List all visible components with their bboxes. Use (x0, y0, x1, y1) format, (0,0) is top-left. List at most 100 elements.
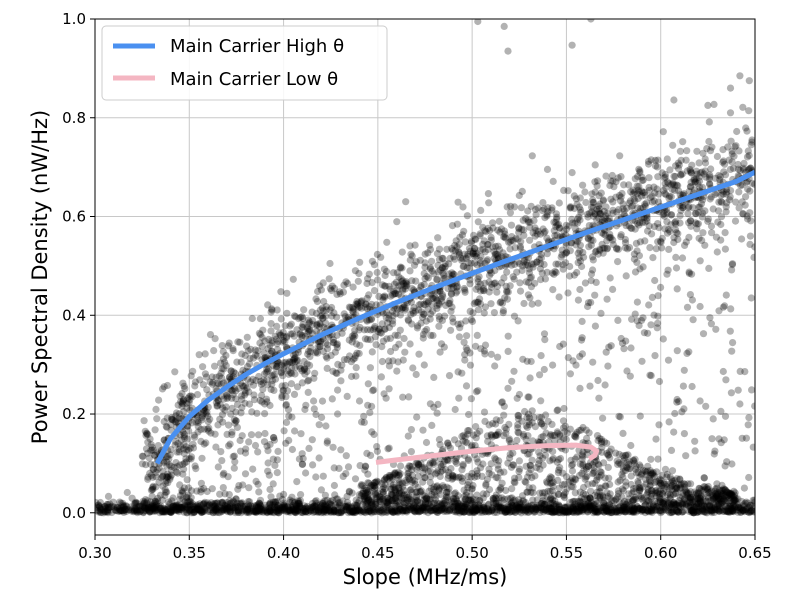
scatter-point (131, 504, 139, 513)
scatter-point (125, 506, 133, 514)
scatter-point (173, 501, 181, 509)
scatter-point (692, 507, 700, 515)
scatter-point (674, 182, 682, 190)
scatter-point (332, 507, 340, 515)
scatter-point (724, 507, 732, 515)
scatter-point (330, 508, 338, 516)
scatter-point (464, 455, 472, 463)
scatter-point (591, 188, 599, 196)
scatter-point (370, 287, 379, 295)
scatter-point (223, 505, 231, 513)
scatter-point (162, 508, 170, 516)
scatter-point (473, 505, 481, 513)
scatter-point (540, 501, 548, 509)
scatter-point (147, 498, 155, 506)
scatter-point (515, 467, 523, 475)
scatter-point (600, 502, 608, 510)
scatter-point (593, 503, 601, 511)
scatter-point (617, 231, 625, 239)
scatter-point (555, 508, 563, 516)
scatter-point (713, 248, 721, 256)
scatter-point (711, 505, 720, 514)
scatter-point (321, 505, 329, 513)
scatter-point (104, 500, 112, 508)
scatter-point (438, 505, 446, 513)
scatter-point (642, 506, 650, 514)
scatter-point (462, 501, 470, 509)
scatter-point (671, 501, 679, 509)
scatter-point (312, 309, 321, 317)
scatter-point (273, 469, 281, 477)
scatter-point (565, 508, 573, 516)
scatter-point (121, 506, 129, 514)
scatter-point (290, 390, 299, 398)
scatter-point (323, 502, 331, 510)
scatter-point (654, 312, 662, 320)
scatter-point (226, 508, 234, 516)
scatter-point (726, 507, 734, 515)
scatter-point (225, 339, 233, 347)
scatter-point (315, 508, 324, 516)
scatter-point (681, 499, 689, 507)
scatter-point (251, 506, 259, 514)
scatter-point (411, 480, 419, 488)
scatter-point (645, 508, 653, 516)
scatter-point (534, 504, 543, 512)
scatter-point (151, 497, 160, 505)
scatter-point (413, 507, 421, 515)
scatter-point (566, 498, 574, 506)
scatter-point (662, 480, 671, 489)
scatter-point (700, 503, 708, 511)
scatter-point (387, 505, 395, 513)
scatter-point (739, 506, 747, 515)
scatter-point (551, 507, 559, 515)
scatter-point (727, 502, 735, 510)
scatter-point (695, 159, 703, 167)
scatter-point (435, 245, 444, 253)
scatter-point (582, 198, 590, 207)
scatter-point (565, 506, 573, 514)
scatter-point (706, 502, 714, 511)
scatter-point (537, 397, 545, 405)
scatter-point (289, 275, 297, 283)
scatter-point (161, 491, 169, 499)
scatter-point (444, 439, 452, 447)
scatter-point (696, 508, 704, 516)
scatter-point (555, 506, 563, 514)
scatter-point (539, 505, 547, 513)
scatter-point (337, 508, 345, 516)
scatter-point (169, 503, 177, 511)
scatter-point (562, 508, 570, 516)
scatter-point (516, 503, 524, 511)
scatter-point (736, 367, 744, 375)
scatter-point (161, 506, 169, 514)
scatter-point (231, 508, 239, 517)
scatter-point (699, 505, 707, 513)
scatter-point (579, 506, 587, 514)
scatter-point (485, 507, 493, 516)
scatter-point (708, 507, 716, 515)
scatter-point (416, 502, 424, 510)
scatter-point (212, 505, 220, 513)
scatter-point (254, 448, 262, 456)
scatter-point (385, 385, 393, 393)
scatter-point (264, 301, 272, 309)
scatter-point (674, 508, 683, 516)
scatter-point (743, 505, 751, 514)
scatter-point (281, 504, 289, 513)
scatter-point (451, 502, 459, 510)
scatter-point (397, 494, 405, 502)
scatter-point (562, 225, 571, 233)
scatter-point (266, 507, 274, 515)
scatter-point (237, 505, 245, 513)
scatter-point (158, 508, 166, 516)
scatter-point (620, 454, 628, 462)
scatter-point (367, 495, 375, 503)
scatter-point (480, 287, 488, 295)
scatter-point (394, 507, 402, 515)
scatter-point (146, 507, 154, 515)
scatter-point (399, 304, 407, 312)
scatter-point (396, 505, 404, 513)
scatter-point (411, 508, 419, 516)
scatter-point (141, 504, 149, 512)
